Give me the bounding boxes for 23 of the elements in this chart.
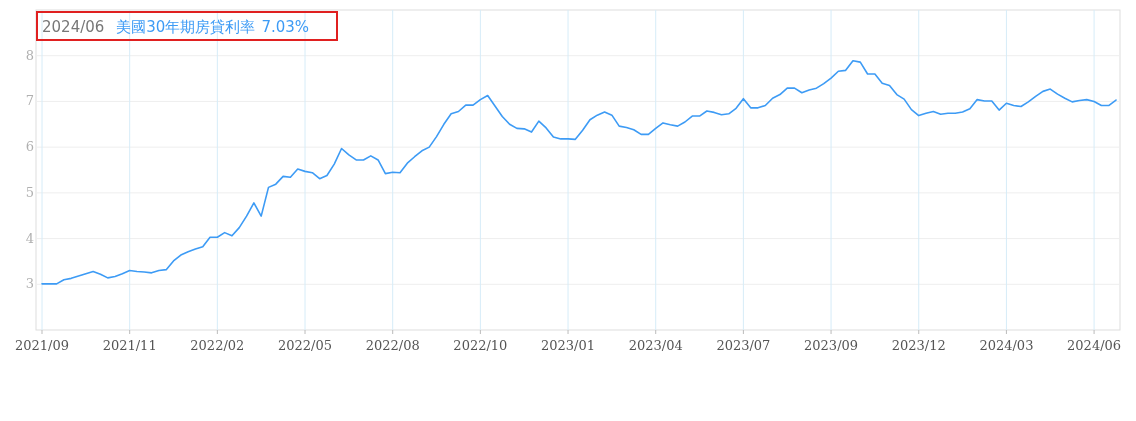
x-tick-label: 2022/05 xyxy=(278,338,333,353)
x-tick-label: 2023/07 xyxy=(716,338,771,353)
y-tick-label: 8 xyxy=(25,47,35,63)
x-tick-label: 2024/03 xyxy=(979,338,1034,353)
y-tick-label: 6 xyxy=(25,139,35,155)
x-tick-label: 2023/04 xyxy=(628,338,683,353)
y-tick-label: 5 xyxy=(25,184,35,200)
x-tick-label: 2021/09 xyxy=(14,338,70,353)
line-series xyxy=(41,59,1117,285)
x-tick-label: 2023/09 xyxy=(804,338,859,353)
y-tick-label: 7 xyxy=(25,93,35,109)
y-tick-label: 3 xyxy=(25,276,35,292)
x-tick-label: 2023/12 xyxy=(891,338,946,353)
x-tick-label: 2022/10 xyxy=(453,338,508,353)
annotation: 7.03% xyxy=(261,18,310,36)
text: 美國30年期房貸利率 xyxy=(116,18,256,36)
y-tick-label: 4 xyxy=(25,230,35,246)
x-tick-label: 2022/08 xyxy=(365,338,420,353)
x-tick-label: 2023/01 xyxy=(541,338,596,353)
text: 2024/06 xyxy=(42,18,105,36)
x-tick-label: 2022/02 xyxy=(190,338,245,353)
x-tick-label: 2024/06 xyxy=(1067,338,1122,353)
x-tick-label: 2021/11 xyxy=(102,338,157,353)
